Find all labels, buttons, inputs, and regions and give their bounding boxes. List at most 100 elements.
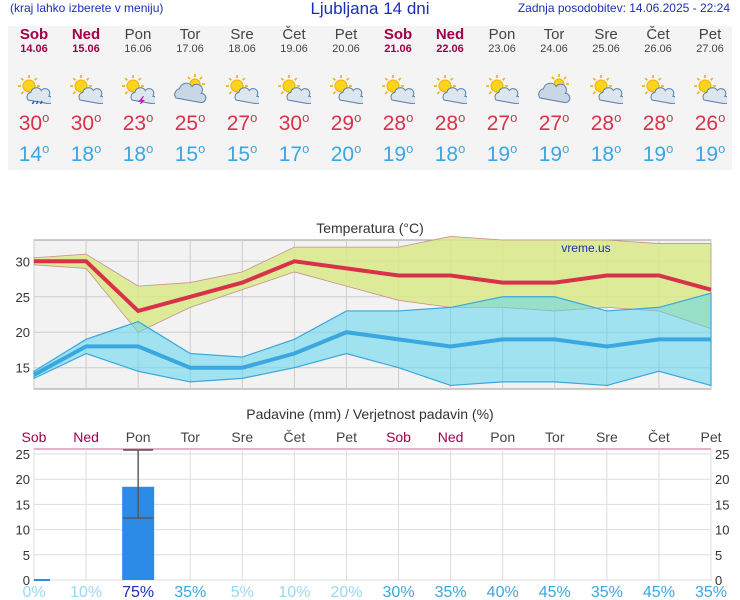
max-temp-value: 27 bbox=[486, 112, 511, 135]
day-name: Čet bbox=[646, 26, 670, 43]
day-column: Sob 14.06 30o 14o bbox=[8, 26, 60, 166]
sun-cloud-icon bbox=[278, 75, 311, 104]
day-name: Ned bbox=[71, 26, 101, 43]
degree-sign: o bbox=[406, 141, 414, 156]
day-name: Sre bbox=[230, 26, 254, 43]
day-date: 17.06 bbox=[176, 43, 204, 55]
probability-label: 20% bbox=[330, 584, 362, 600]
min-temp-value: 19 bbox=[694, 143, 719, 166]
sun-cloud-icon bbox=[694, 75, 727, 104]
min-temp-band bbox=[33, 292, 712, 387]
degree-sign: o bbox=[354, 141, 362, 156]
day-date: 22.06 bbox=[436, 43, 464, 55]
day-label: Sre bbox=[231, 429, 253, 445]
location-hint[interactable]: (kraj lahko izberete v meniju) bbox=[10, 1, 164, 15]
max-temp: 27o bbox=[476, 110, 528, 136]
degree-sign: o bbox=[94, 141, 102, 156]
degree-sign: o bbox=[666, 110, 674, 125]
day-date: 14.06 bbox=[20, 43, 48, 55]
max-temp: 30o bbox=[60, 110, 112, 136]
day-label: Pet bbox=[336, 429, 357, 445]
max-temp: 30o bbox=[8, 110, 60, 136]
y-tick-label: 20 bbox=[16, 472, 30, 487]
y-tick-label-right: 5 bbox=[715, 548, 722, 563]
y-tick-label: 15 bbox=[16, 497, 30, 512]
day-label: Tor bbox=[545, 429, 565, 445]
max-temp-value: 28 bbox=[434, 112, 459, 135]
day-name: Sre bbox=[594, 26, 618, 43]
probability-label: 0% bbox=[22, 584, 45, 600]
min-temp-value: 18 bbox=[434, 143, 459, 166]
degree-sign: o bbox=[250, 110, 258, 125]
day-date: 24.06 bbox=[540, 43, 568, 55]
cloud-sun-icon bbox=[174, 74, 207, 104]
degree-sign: o bbox=[146, 141, 154, 156]
max-temp-value: 27 bbox=[538, 112, 563, 135]
max-temp-line bbox=[34, 259, 712, 314]
max-temp-value: 26 bbox=[694, 112, 719, 135]
min-temp: 20o bbox=[320, 141, 372, 167]
min-temp: 19o bbox=[632, 141, 684, 167]
day-label: Tor bbox=[181, 429, 201, 445]
degree-sign: o bbox=[42, 110, 50, 125]
probability-label: 40% bbox=[487, 584, 519, 600]
min-temp: 14o bbox=[8, 141, 60, 167]
degree-sign: o bbox=[302, 110, 310, 125]
day-column: Sre 25.06 28o 18o bbox=[580, 26, 632, 166]
day-date: 18.06 bbox=[228, 43, 256, 55]
min-temp: 19o bbox=[372, 141, 424, 167]
max-temp-value: 30 bbox=[18, 112, 43, 135]
max-temp-value: 30 bbox=[70, 112, 95, 135]
day-column: Ned 22.06 28o 18o bbox=[424, 26, 476, 166]
y-tick-label-right: 20 bbox=[715, 472, 729, 487]
day-name: Sob bbox=[19, 26, 49, 43]
day-date: 21.06 bbox=[384, 43, 412, 55]
probability-label: 30% bbox=[383, 584, 415, 600]
header: (kraj lahko izberete v meniju) Ljubljana… bbox=[0, 0, 740, 20]
day-label: Čet bbox=[648, 429, 670, 445]
max-temp-value: 23 bbox=[122, 112, 147, 135]
max-temp-value: 30 bbox=[278, 112, 303, 135]
degree-sign: o bbox=[458, 141, 466, 156]
day-date: 23.06 bbox=[488, 43, 516, 55]
min-temp: 18o bbox=[60, 141, 112, 167]
precip-bar bbox=[34, 578, 50, 581]
sun-cloud-icon bbox=[590, 75, 623, 104]
y-tick-label-right: 25 bbox=[715, 447, 729, 462]
day-column: Ned 15.06 30o 18o bbox=[60, 26, 112, 166]
degree-sign: o bbox=[510, 141, 518, 156]
day-column: Čet 19.06 30o 17o bbox=[268, 26, 320, 166]
max-temp: 28o bbox=[424, 110, 476, 136]
probability-label: 45% bbox=[539, 584, 571, 600]
sun-cloud-icon bbox=[70, 75, 103, 104]
min-temp: 18o bbox=[112, 141, 164, 167]
min-temp: 15o bbox=[216, 141, 268, 167]
max-temp-value: 29 bbox=[330, 112, 355, 135]
day-date: 16.06 bbox=[124, 43, 152, 55]
degree-sign: o bbox=[354, 110, 362, 125]
sun-cloud-icon bbox=[434, 75, 467, 104]
min-temp-value: 19 bbox=[486, 143, 511, 166]
cloud-sun-icon bbox=[538, 74, 571, 104]
min-temp: 19o bbox=[528, 141, 580, 167]
day-date: 27.06 bbox=[696, 43, 724, 55]
min-temp-value: 17 bbox=[278, 143, 303, 166]
max-temp: 28o bbox=[372, 110, 424, 136]
sun-cloud-icon bbox=[330, 75, 363, 104]
max-temp: 23o bbox=[112, 110, 164, 136]
probability-label: 75% bbox=[122, 584, 154, 600]
day-label: Ned bbox=[438, 429, 464, 445]
degree-sign: o bbox=[562, 141, 570, 156]
day-label: Sob bbox=[22, 429, 47, 445]
day-name: Čet bbox=[282, 26, 306, 43]
min-temp: 15o bbox=[164, 141, 216, 167]
min-temp-value: 18 bbox=[590, 143, 615, 166]
day-name: Tor bbox=[179, 26, 201, 43]
y-tick-label-right: 10 bbox=[715, 523, 729, 538]
day-column: Sre 18.06 27o 15o bbox=[216, 26, 268, 166]
forecast-strip: Sob 14.06 30o 14o Ned 15.06 30o 18o Pon 16.06 23o 1… bbox=[8, 26, 732, 170]
degree-sign: o bbox=[562, 110, 570, 125]
last-update: Zadnja posodobitev: 14.06.2025 - 22:24 bbox=[517, 1, 730, 15]
min-temp: 18o bbox=[424, 141, 476, 167]
degree-sign: o bbox=[458, 110, 466, 125]
